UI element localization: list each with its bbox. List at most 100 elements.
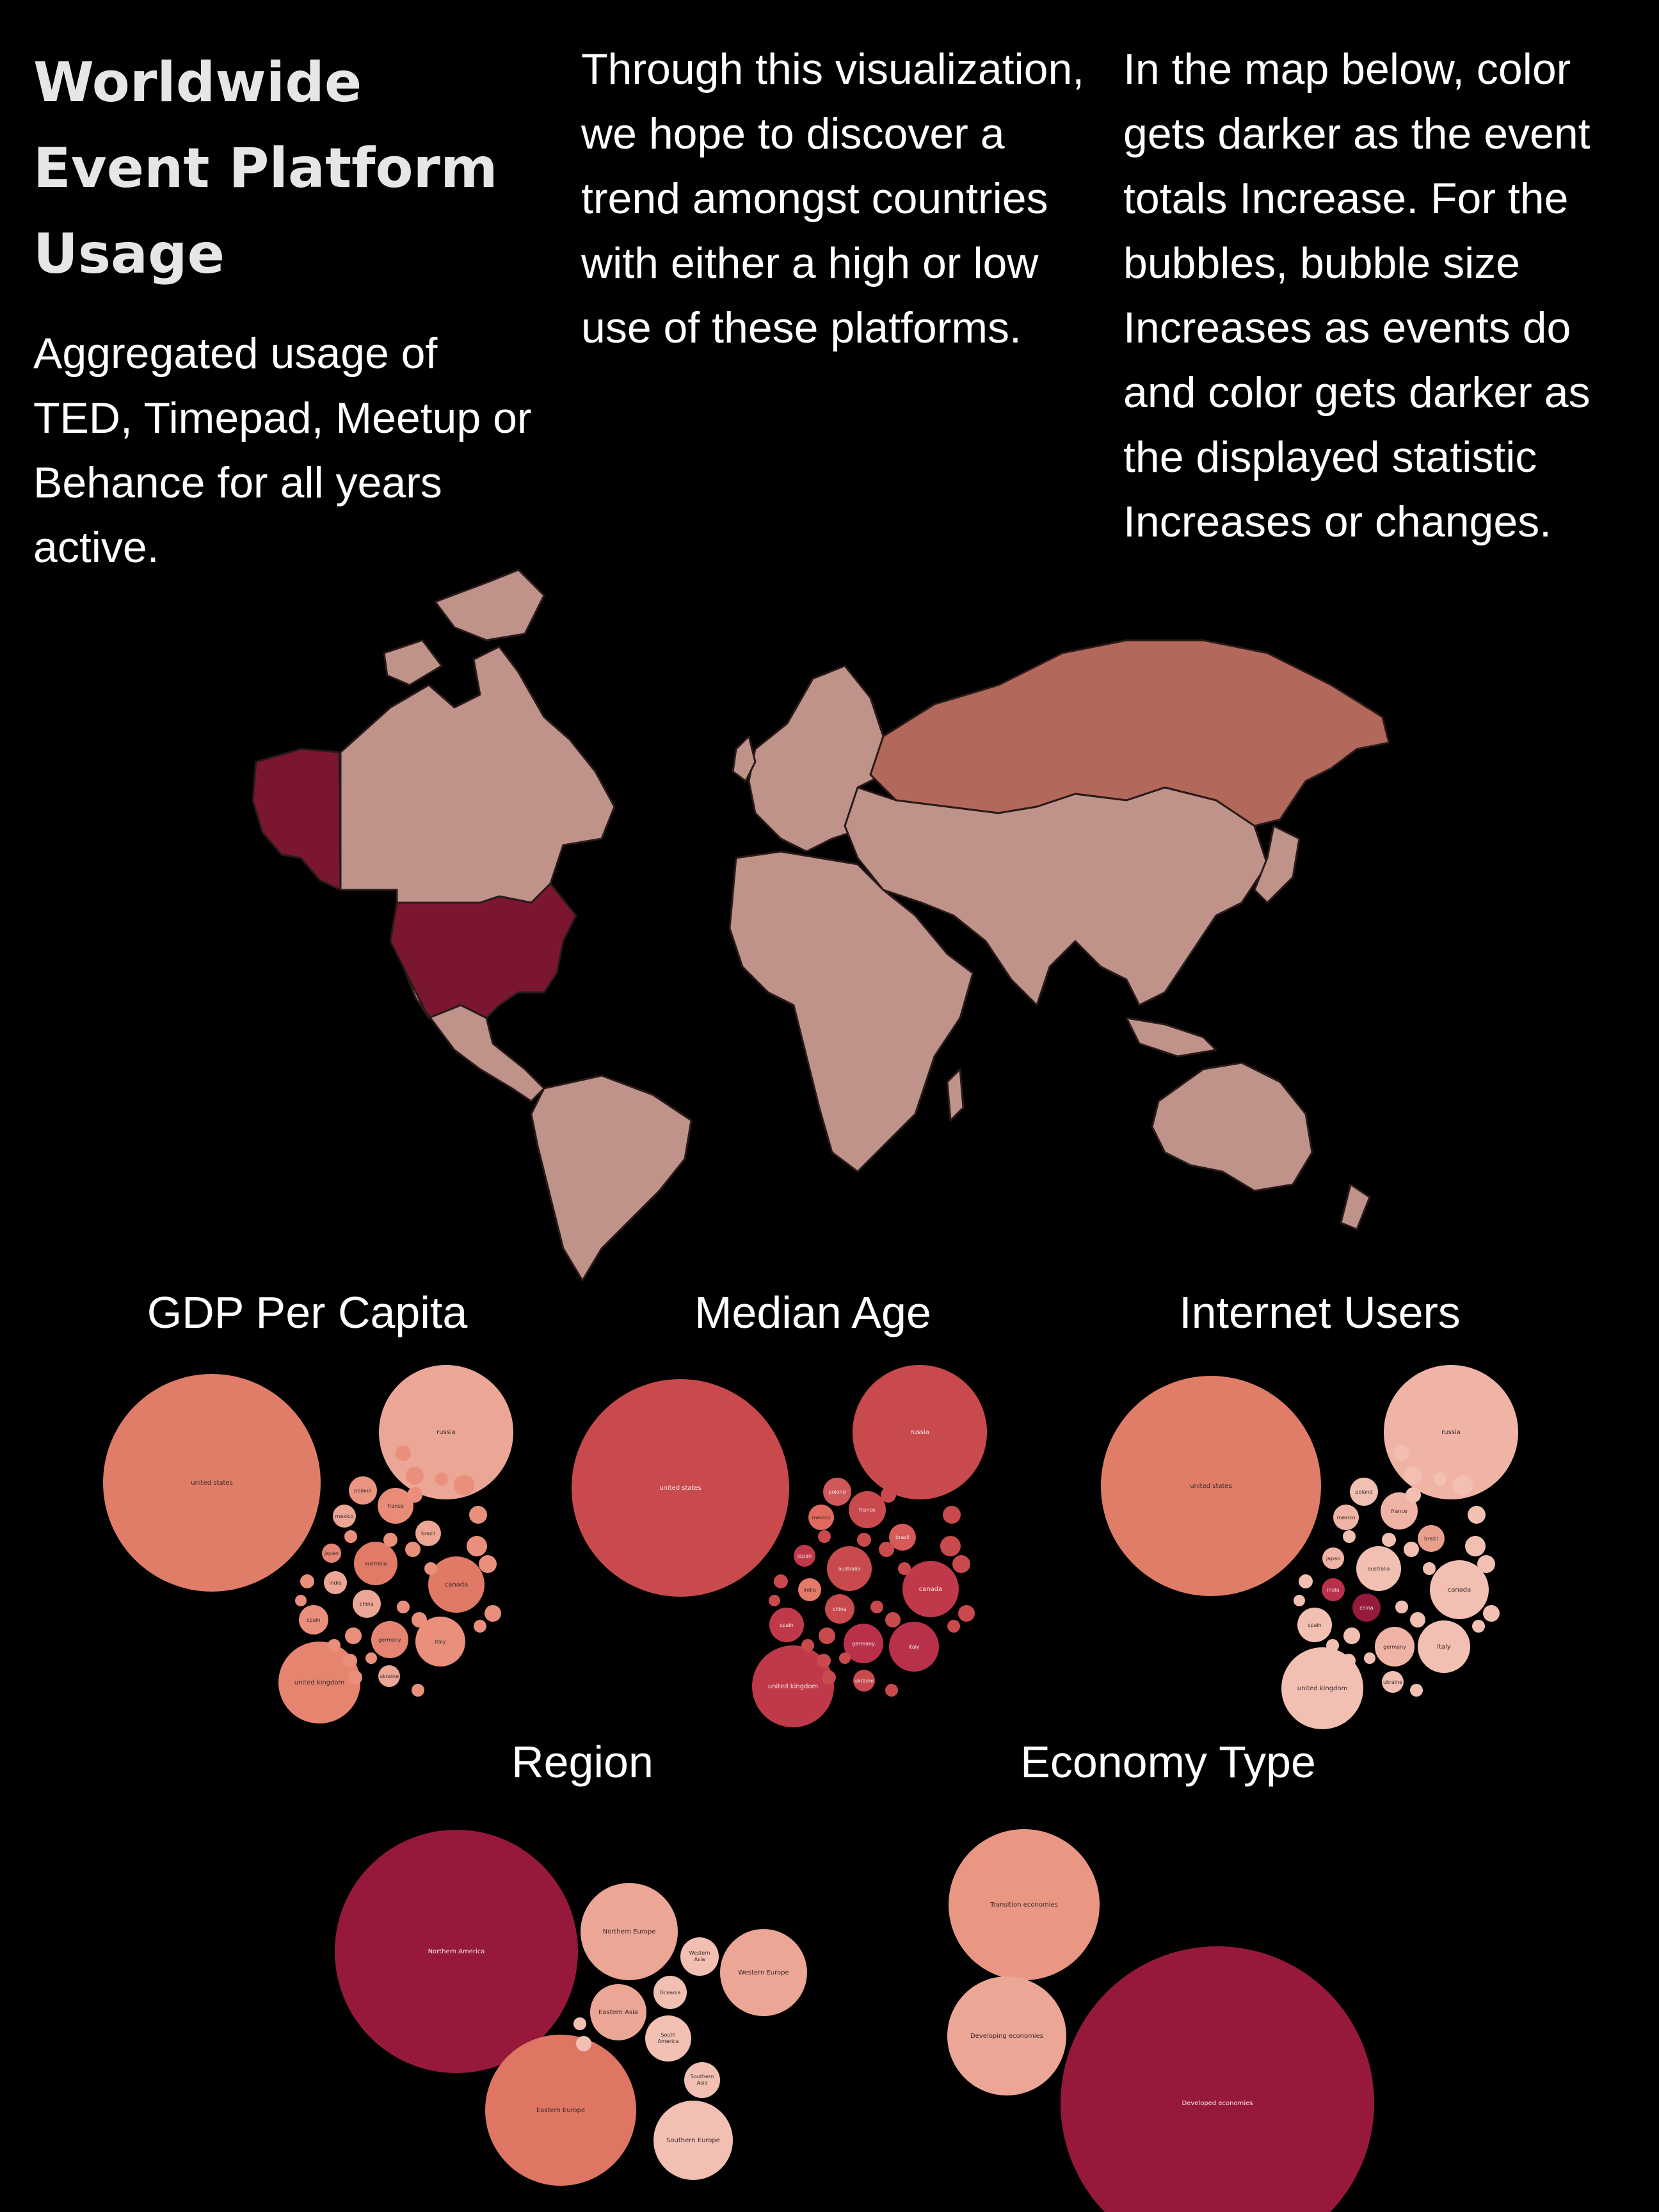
bubble-ukraine[interactable]: ukraine: [1382, 1671, 1404, 1693]
bubble-unlabeled[interactable]: [1364, 1652, 1375, 1664]
map-country-canada[interactable]: [339, 645, 616, 904]
bubble-unlabeled[interactable]: [345, 1627, 362, 1644]
bubble-unlabeled[interactable]: [822, 1670, 836, 1684]
bubble-unlabeled[interactable]: [839, 1652, 851, 1664]
bubble-circle[interactable]: [324, 1571, 347, 1594]
bubble-unlabeled[interactable]: [365, 1652, 377, 1664]
map-country-japan[interactable]: [1253, 825, 1301, 904]
bubble-circle[interactable]: [1350, 1478, 1378, 1506]
bubble-unlabeled[interactable]: [1434, 1473, 1447, 1485]
bubble-unlabeled[interactable]: [435, 1473, 448, 1485]
bubble-brazil[interactable]: brazil: [415, 1521, 441, 1546]
bubble-circle[interactable]: [428, 1556, 485, 1613]
bubble-circle[interactable]: [827, 1546, 872, 1591]
bubble-unlabeled[interactable]: [940, 1536, 961, 1556]
bubble-circle[interactable]: [844, 1624, 883, 1663]
bubble-unlabeled[interactable]: [774, 1574, 788, 1588]
bubble-circle[interactable]: [825, 1594, 854, 1624]
bubble-unlabeled[interactable]: [1404, 1542, 1419, 1557]
bubble-india[interactable]: india: [324, 1571, 347, 1594]
bubble-circle[interactable]: [769, 1608, 804, 1642]
bubble-china[interactable]: china: [353, 1590, 381, 1618]
bubble-unlabeled[interactable]: [817, 1654, 831, 1668]
bubble-unlabeled[interactable]: [819, 1627, 835, 1644]
bubble-unlabeled[interactable]: [769, 1595, 780, 1606]
bubble-circle[interactable]: [349, 1476, 377, 1505]
map-country-indonesia[interactable]: [1125, 1017, 1217, 1058]
bubble-united-states[interactable]: united states: [572, 1379, 789, 1597]
bubble-china[interactable]: china: [825, 1594, 854, 1624]
bubble-unlabeled[interactable]: [870, 1601, 883, 1613]
bubble-unlabeled[interactable]: [1483, 1605, 1500, 1622]
bubble-russia[interactable]: russia: [1384, 1365, 1518, 1499]
bubble-unlabeled[interactable]: [857, 1533, 871, 1547]
bubble-russia[interactable]: russia: [853, 1365, 987, 1499]
bubble-unlabeled[interactable]: [479, 1555, 497, 1573]
bubble-unlabeled[interactable]: [1347, 1670, 1361, 1684]
bubble-unlabeled[interactable]: [952, 1555, 970, 1573]
bubble-germany[interactable]: germany: [1375, 1627, 1415, 1667]
map-country-united-kingdom[interactable]: [732, 735, 757, 782]
map-country-africa[interactable]: [728, 850, 974, 1173]
bubble-circle[interactable]: [1297, 1608, 1332, 1642]
bubble-circle[interactable]: [590, 1984, 646, 2040]
bubble-circle[interactable]: [103, 1374, 321, 1592]
bubble-italy[interactable]: italy: [889, 1622, 939, 1672]
bubble-circle[interactable]: [322, 1544, 341, 1563]
bubble-southern-europe[interactable]: Southern Europe: [653, 2101, 733, 2180]
bubble-circle[interactable]: [1430, 1560, 1489, 1619]
map-country-russia[interactable]: [869, 639, 1390, 827]
bubble-south-america[interactable]: South America: [645, 2015, 691, 2062]
bubble-unlabeled[interactable]: [1465, 1536, 1486, 1556]
bubble-eastern-europe[interactable]: Eastern Europe: [485, 2035, 636, 2186]
bubble-unlabeled[interactable]: [485, 1605, 501, 1622]
bubble-unlabeled[interactable]: [879, 1467, 897, 1485]
bubble-circle[interactable]: [680, 1937, 719, 1976]
bubble-united-states[interactable]: united states: [1101, 1376, 1321, 1596]
bubble-france[interactable]: france: [849, 1491, 886, 1528]
bubble-unlabeled[interactable]: [467, 1536, 487, 1556]
bubble-unlabeled[interactable]: [1294, 1595, 1305, 1606]
bubble-unlabeled[interactable]: [397, 1601, 410, 1613]
bubble-circle[interactable]: [333, 1505, 356, 1528]
bubble-russia[interactable]: russia: [379, 1365, 513, 1499]
bubble-unlabeled[interactable]: [424, 1562, 437, 1575]
bubble-circle[interactable]: [378, 1665, 400, 1687]
bubble-unlabeled[interactable]: [328, 1639, 341, 1652]
bubble-unlabeled[interactable]: [1410, 1612, 1425, 1627]
bubble-developing-economies[interactable]: Developing economies: [947, 1976, 1066, 2095]
bubble-unlabeled[interactable]: [885, 1684, 898, 1697]
bubble-unlabeled[interactable]: [1406, 1487, 1421, 1503]
bubble-circle[interactable]: [1375, 1627, 1415, 1667]
bubble-japan[interactable]: japan: [1322, 1547, 1344, 1569]
bubble-circle[interactable]: [354, 1542, 397, 1585]
bubble-circle[interactable]: [684, 2062, 720, 2098]
bubble-australia[interactable]: australia: [1356, 1546, 1401, 1591]
bubble-germany[interactable]: germany: [844, 1624, 883, 1663]
bubble-mexico[interactable]: mexico: [1333, 1505, 1359, 1530]
bubble-india[interactable]: india: [1322, 1578, 1345, 1601]
bubble-circle[interactable]: [1322, 1547, 1344, 1569]
bubble-unlabeled[interactable]: [909, 1473, 922, 1485]
bubble-circle[interactable]: [653, 1976, 687, 2009]
bubble-circle[interactable]: [581, 1883, 678, 1980]
bubble-japan[interactable]: japan: [794, 1545, 815, 1567]
bubble-unlabeled[interactable]: [406, 1467, 424, 1485]
map-country-madagascar[interactable]: [946, 1068, 965, 1122]
bubble-developed-economies[interactable]: Developed economies: [1061, 1946, 1374, 2212]
bubble-circle[interactable]: [1322, 1578, 1345, 1601]
bubble-unlabeled[interactable]: [1404, 1467, 1422, 1485]
bubble-circle[interactable]: [371, 1621, 408, 1658]
bubble-unlabeled[interactable]: [405, 1542, 421, 1557]
bubble-circle[interactable]: [485, 2035, 636, 2186]
bubble-circle[interactable]: [808, 1505, 834, 1530]
bubble-circle[interactable]: [415, 1617, 465, 1667]
bubble-unlabeled[interactable]: [1382, 1533, 1396, 1547]
bubble-circle[interactable]: [849, 1491, 886, 1528]
bubble-unlabeled[interactable]: [927, 1475, 948, 1496]
bubble-italy[interactable]: italy: [1418, 1620, 1470, 1673]
bubble-united-kingdom[interactable]: united kingdom: [278, 1642, 360, 1724]
bubble-circle[interactable]: [823, 1478, 851, 1506]
map-country-asia[interactable]: [844, 786, 1269, 1006]
bubble-unlabeled[interactable]: [869, 1446, 885, 1461]
